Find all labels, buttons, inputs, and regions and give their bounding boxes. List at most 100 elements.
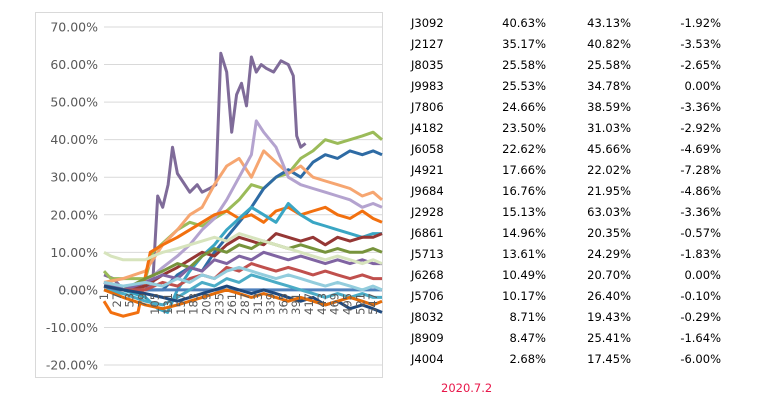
x-tick-label: 27 xyxy=(110,293,124,308)
table-row: J8035 25.58% 25.58% -2.65% xyxy=(405,54,721,75)
table-cell: -6.00% xyxy=(680,351,721,366)
table-cell: J9983 xyxy=(411,78,444,93)
table-cell: -0.29% xyxy=(680,309,721,324)
stats-table-body: J3092 40.63% 43.13% -1.92% J2127 35.17% 40.82%… xyxy=(405,12,721,369)
table-cell: -3.53% xyxy=(680,36,721,51)
x-tick-label: 1 xyxy=(97,293,111,300)
y-tick-label: 30.00% xyxy=(50,170,98,185)
x-tick-label: 547 xyxy=(366,293,380,315)
table-cell: 38.59% xyxy=(587,99,631,114)
table-cell: 40.63% xyxy=(502,15,546,30)
series-line-13 xyxy=(103,284,383,314)
table-cell: 25.53% xyxy=(502,78,546,93)
x-tick-label: 105 xyxy=(148,293,162,315)
table-cell: 31.03% xyxy=(587,120,631,135)
table-cell: 17.45% xyxy=(587,351,631,366)
table-cell: 22.62% xyxy=(502,141,546,156)
table-cell: J2928 xyxy=(411,204,444,219)
table-row: J4182 23.50% 31.03% -2.92% xyxy=(405,117,721,138)
table-cell: 20.35% xyxy=(587,225,631,240)
table-cell: J8032 xyxy=(411,309,444,324)
table-cell: -1.64% xyxy=(680,330,721,345)
table-cell: -4.69% xyxy=(680,141,721,156)
table-cell: 20.70% xyxy=(587,267,631,282)
table-row: J3092 40.63% 43.13% -1.92% xyxy=(405,12,721,33)
x-tick-label: 157 xyxy=(174,293,188,315)
table-cell: J4921 xyxy=(411,162,444,177)
table-cell: J6268 xyxy=(411,267,444,282)
x-tick-label: 53 xyxy=(123,293,137,308)
x-tick-label: 365 xyxy=(276,293,290,315)
y-tick-label: 70.00% xyxy=(50,20,98,35)
x-tick-label: 521 xyxy=(353,293,367,315)
y-tick-label: 10.00% xyxy=(50,245,98,260)
y-tick-label: 40.00% xyxy=(50,132,98,147)
x-tick-label: 417 xyxy=(302,293,316,315)
series-lines xyxy=(102,51,383,318)
table-cell: J2127 xyxy=(411,36,444,51)
table-cell: 45.66% xyxy=(587,141,631,156)
table-row: J6268 10.49% 20.70% 0.00% xyxy=(405,264,721,285)
table-cell: 26.40% xyxy=(587,288,631,303)
x-tick-label: 469 xyxy=(328,293,342,315)
table-cell: -4.86% xyxy=(680,183,721,198)
x-tick-label: 131 xyxy=(161,293,175,315)
table-cell: 21.95% xyxy=(587,183,631,198)
table-cell: J9684 xyxy=(411,183,444,198)
line-chart-svg: 70.00% 60.00% 50.00% 40.00% 30.00% 20.00% 10.0… xyxy=(46,20,383,373)
table-cell: 63.03% xyxy=(587,204,631,219)
table-cell: 14.96% xyxy=(502,225,546,240)
x-axis-ticks: 1275379105131157183209235261287313339365… xyxy=(97,293,380,315)
stats-table: J3092 40.63% 43.13% -1.92% J2127 35.17% 40.82%… xyxy=(405,12,721,369)
table-cell: 2.68% xyxy=(509,351,546,366)
table-row: J9684 16.76% 21.95% -4.86% xyxy=(405,180,721,201)
table-cell: 35.17% xyxy=(502,36,546,51)
table-cell: -3.36% xyxy=(680,204,721,219)
y-tick-label: 0.00% xyxy=(58,282,98,297)
table-cell: 43.13% xyxy=(587,15,631,30)
x-tick-label: 183 xyxy=(187,293,201,315)
series-line-15 xyxy=(103,232,383,266)
table-row: J5713 13.61% 24.29% -1.83% xyxy=(405,243,721,264)
table-cell: -1.83% xyxy=(680,246,721,261)
y-tick-label: 50.00% xyxy=(50,95,98,110)
series-line-3 xyxy=(103,149,383,284)
x-tick-label: 79 xyxy=(135,293,149,308)
table-row: J4921 17.66% 22.02% -7.28% xyxy=(405,159,721,180)
y-tick-label: 60.00% xyxy=(50,57,98,72)
table-cell: 25.58% xyxy=(502,57,546,72)
table-cell: 25.58% xyxy=(587,57,631,72)
series-line-8 xyxy=(103,239,383,292)
table-row: J2127 35.17% 40.82% -3.53% xyxy=(405,33,721,54)
series-line-7 xyxy=(104,232,383,292)
table-cell: 40.82% xyxy=(587,36,631,51)
series-line-0 xyxy=(103,51,307,292)
table-cell: J4182 xyxy=(411,120,444,135)
table-row: J7806 24.66% 38.59% -3.36% xyxy=(405,96,721,117)
x-tick-label: 287 xyxy=(238,293,252,315)
x-tick-label: 443 xyxy=(315,293,329,315)
x-tick-label: 495 xyxy=(340,293,354,315)
y-axis-ticks: 70.00% 60.00% 50.00% 40.00% 30.00% 20.00% 10.0… xyxy=(46,20,98,373)
table-cell: -1.92% xyxy=(680,15,721,30)
table-cell: -2.65% xyxy=(680,57,721,72)
table-cell: J3092 xyxy=(411,15,444,30)
table-cell: 24.29% xyxy=(587,246,631,261)
series-line-4 xyxy=(103,119,383,292)
series-line-6 xyxy=(103,202,382,314)
table-cell: 19.43% xyxy=(587,309,631,324)
table-cell: J5706 xyxy=(411,288,444,303)
table-row: J6861 14.96% 20.35% -0.57% xyxy=(405,222,721,243)
date-label: 2020.7.2 xyxy=(441,381,493,395)
series-line-14 xyxy=(103,288,383,311)
table-cell: 0.00% xyxy=(684,267,721,282)
table-row: J8032 8.71% 19.43% -0.29% xyxy=(405,306,721,327)
table-cell: J4004 xyxy=(411,351,444,366)
table-row: J9983 25.53% 34.78% 0.00% xyxy=(405,75,721,96)
line-chart: 70.00% 60.00% 50.00% 40.00% 30.00% 20.00% 10.0… xyxy=(35,12,383,378)
table-cell: J6058 xyxy=(411,141,444,156)
table-row: J8909 8.47% 25.41% -1.64% xyxy=(405,327,721,348)
table-cell: -7.28% xyxy=(680,162,721,177)
x-tick-label: 313 xyxy=(251,293,265,315)
table-cell: 0.00% xyxy=(684,78,721,93)
